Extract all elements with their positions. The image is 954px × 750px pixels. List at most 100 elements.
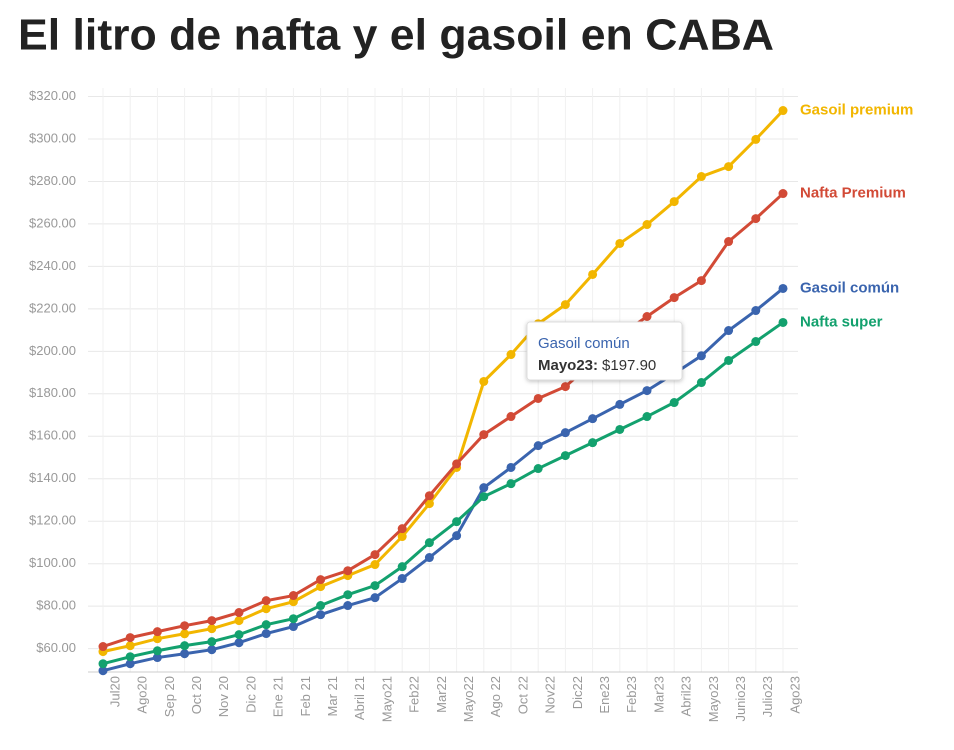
data-point [152, 627, 162, 637]
x-tick-label: Feb23 [624, 676, 639, 713]
data-point [560, 428, 570, 438]
y-tick-label: $100.00 [29, 555, 76, 570]
series-line [102, 109, 785, 654]
data-point [560, 300, 570, 310]
data-point [588, 414, 598, 424]
data-point [642, 312, 652, 322]
data-point [724, 162, 734, 172]
data-point [751, 337, 761, 347]
y-tick-label: $120.00 [29, 513, 76, 528]
data-point [207, 637, 217, 647]
series-label: Nafta Premium [800, 185, 906, 202]
y-tick-label: $200.00 [29, 343, 76, 358]
data-point [424, 491, 434, 501]
data-point [397, 562, 407, 572]
data-point [696, 351, 706, 361]
data-point [125, 641, 135, 651]
tooltip-title: Gasoil común [538, 335, 630, 352]
data-point [288, 622, 298, 632]
data-point [343, 590, 353, 600]
x-tick-label: Feb22 [407, 676, 422, 713]
data-point [479, 483, 489, 493]
data-point [642, 220, 652, 230]
data-point [98, 642, 108, 652]
data-point [234, 638, 244, 648]
data-point [696, 276, 706, 286]
x-tick-label: Nov22 [543, 676, 558, 714]
data-point [452, 517, 462, 527]
data-point [180, 629, 190, 639]
data-point [479, 376, 489, 386]
y-tick-label: $240.00 [29, 258, 76, 273]
series-label: Nafta super [800, 313, 883, 330]
data-point [533, 393, 543, 403]
data-point [207, 616, 217, 626]
x-tick-label: Mar 21 [325, 676, 340, 716]
data-point [669, 398, 679, 408]
x-tick-label: Ago20 [135, 676, 150, 714]
x-tick-label: Nov 20 [216, 676, 231, 717]
data-point [615, 238, 625, 248]
data-point [343, 601, 353, 611]
data-point [506, 479, 516, 489]
data-point [424, 538, 434, 548]
tooltip-label: Mayo23: $197.90 [538, 357, 656, 374]
data-point [288, 614, 298, 624]
series-label: Gasoil común [800, 279, 899, 296]
data-point [724, 237, 734, 247]
data-point [207, 624, 217, 634]
y-tick-label: $140.00 [29, 470, 76, 485]
data-point [180, 641, 190, 651]
data-point [452, 531, 462, 541]
data-point [397, 524, 407, 534]
x-tick-label: Mayo23 [706, 676, 721, 722]
y-tick-label: $300.00 [29, 130, 76, 145]
data-point [316, 601, 326, 611]
x-tick-label: Mar22 [434, 676, 449, 713]
data-point [288, 597, 298, 607]
x-tick-label: Mar23 [651, 676, 666, 713]
data-point [724, 326, 734, 336]
data-point [479, 492, 489, 502]
y-tick-label: $160.00 [29, 428, 76, 443]
x-tick-label: Julio23 [760, 676, 775, 717]
x-tick-label: Abril23 [679, 676, 694, 716]
data-point [152, 634, 162, 644]
data-point [424, 499, 434, 509]
data-point [370, 593, 380, 603]
data-point [288, 591, 298, 601]
data-point [370, 560, 380, 570]
x-tick-label: Jul20 [107, 676, 122, 707]
data-point [370, 550, 380, 560]
data-point [316, 582, 326, 592]
data-point [207, 645, 217, 655]
y-tick-label: $180.00 [29, 385, 76, 400]
data-point [669, 293, 679, 303]
data-point [125, 659, 135, 669]
x-tick-label: Dic 20 [243, 676, 258, 713]
x-tick-label: Sep 20 [162, 676, 177, 717]
data-point [152, 646, 162, 656]
data-point [669, 197, 679, 207]
data-point [180, 649, 190, 659]
data-point [588, 438, 598, 448]
data-point [98, 666, 108, 676]
x-tick-label: Mayo22 [461, 676, 476, 722]
tooltip-box [526, 321, 683, 381]
data-point [343, 566, 353, 576]
x-tick-label: Abril 21 [352, 676, 367, 720]
data-point [642, 386, 652, 396]
data-point [180, 621, 190, 631]
data-point [778, 317, 788, 327]
data-point [533, 441, 543, 451]
data-point [479, 430, 489, 440]
x-tick-label: Junio23 [733, 676, 748, 722]
x-tick-label: Ago 22 [488, 676, 503, 717]
y-tick-label: $220.00 [29, 300, 76, 315]
y-tick-label: $280.00 [29, 173, 76, 188]
data-point [125, 633, 135, 643]
data-point [778, 106, 788, 116]
data-point [724, 355, 734, 365]
data-point [397, 532, 407, 542]
x-tick-label: Ago23 [787, 676, 802, 714]
